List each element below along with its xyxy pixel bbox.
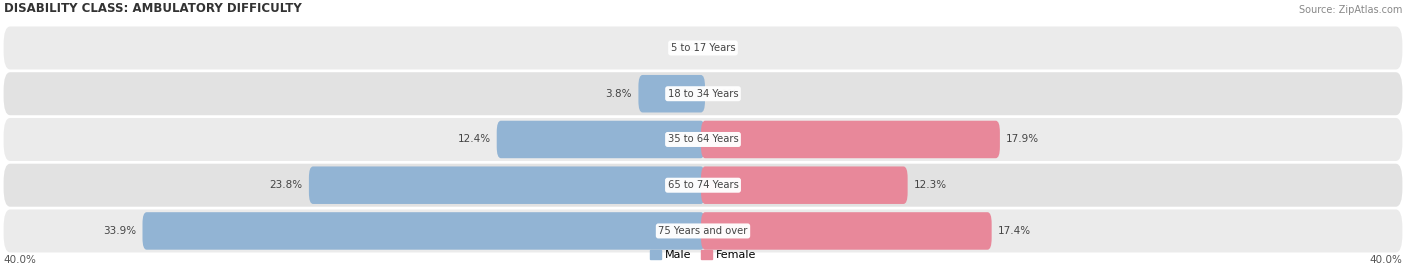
Text: 35 to 64 Years: 35 to 64 Years xyxy=(668,135,738,144)
Text: 18 to 34 Years: 18 to 34 Years xyxy=(668,89,738,99)
FancyBboxPatch shape xyxy=(4,164,1402,207)
FancyBboxPatch shape xyxy=(496,121,704,158)
FancyBboxPatch shape xyxy=(4,72,1402,115)
FancyBboxPatch shape xyxy=(4,118,1402,161)
FancyBboxPatch shape xyxy=(638,75,704,113)
Text: 23.8%: 23.8% xyxy=(270,180,302,190)
FancyBboxPatch shape xyxy=(702,121,1000,158)
Legend: Male, Female: Male, Female xyxy=(645,245,761,265)
Text: 17.9%: 17.9% xyxy=(1007,135,1039,144)
Text: 0.0%: 0.0% xyxy=(711,43,738,53)
FancyBboxPatch shape xyxy=(142,212,704,250)
Text: 75 Years and over: 75 Years and over xyxy=(658,226,748,236)
Text: 3.8%: 3.8% xyxy=(606,89,633,99)
Text: DISABILITY CLASS: AMBULATORY DIFFICULTY: DISABILITY CLASS: AMBULATORY DIFFICULTY xyxy=(4,2,301,15)
Text: 65 to 74 Years: 65 to 74 Years xyxy=(668,180,738,190)
Text: 12.4%: 12.4% xyxy=(457,135,491,144)
Text: Source: ZipAtlas.com: Source: ZipAtlas.com xyxy=(1299,5,1402,15)
FancyBboxPatch shape xyxy=(4,27,1402,69)
FancyBboxPatch shape xyxy=(4,210,1402,252)
FancyBboxPatch shape xyxy=(702,166,908,204)
Text: 33.9%: 33.9% xyxy=(103,226,136,236)
Text: 17.4%: 17.4% xyxy=(998,226,1031,236)
Text: 5 to 17 Years: 5 to 17 Years xyxy=(671,43,735,53)
Text: 12.3%: 12.3% xyxy=(914,180,948,190)
FancyBboxPatch shape xyxy=(309,166,704,204)
FancyBboxPatch shape xyxy=(702,212,991,250)
Text: 0.0%: 0.0% xyxy=(711,89,738,99)
Text: 0.0%: 0.0% xyxy=(668,43,695,53)
Text: 40.0%: 40.0% xyxy=(4,255,37,265)
Text: 40.0%: 40.0% xyxy=(1369,255,1402,265)
